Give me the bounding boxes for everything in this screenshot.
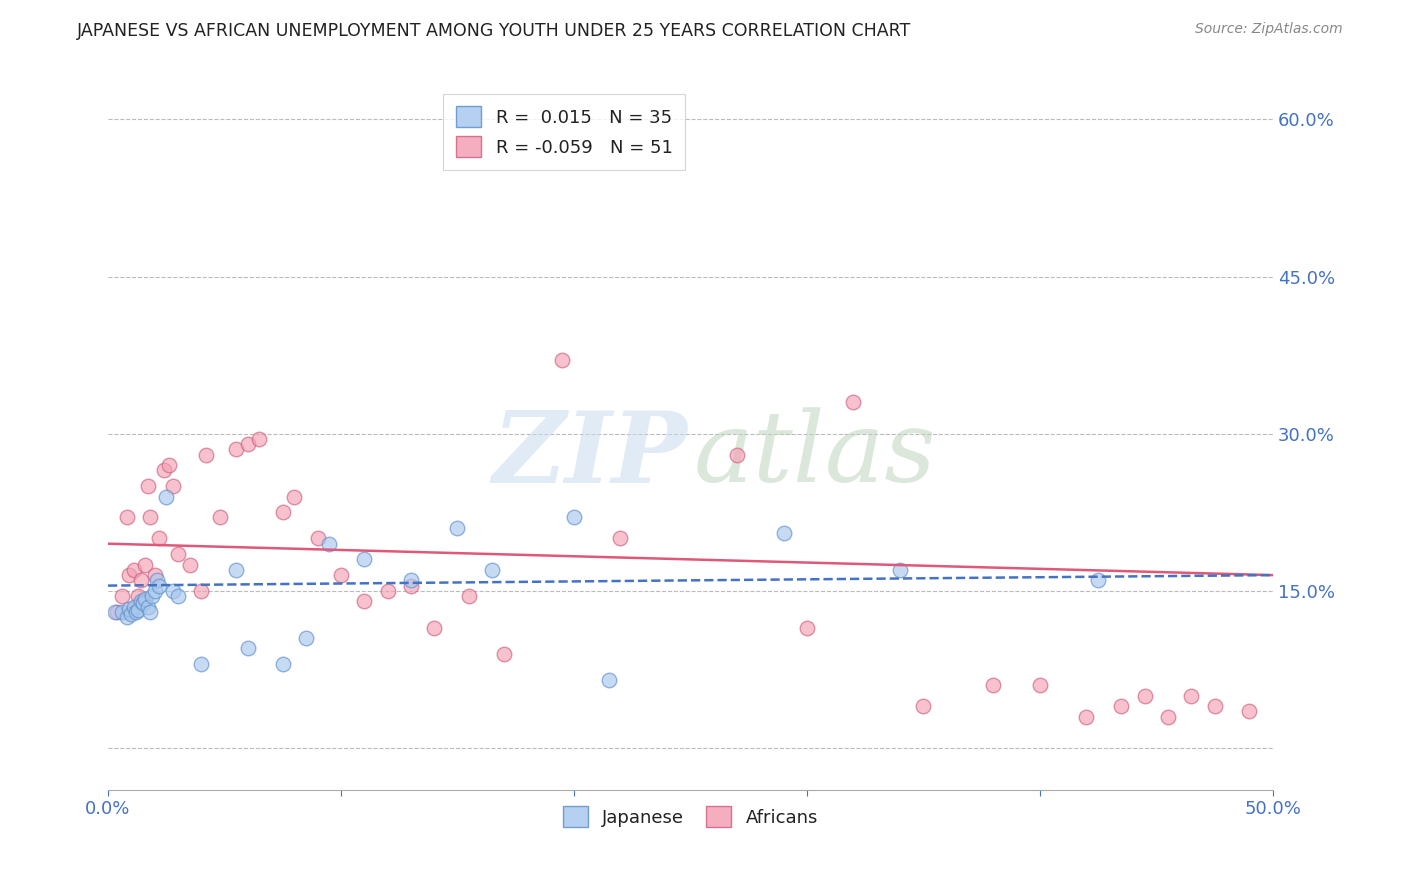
Point [122,599,145,614]
Point [148,579,170,593]
Point [236,641,259,656]
Point [167,589,190,603]
Point [377,583,399,598]
Point [353,552,375,566]
Point [162,479,184,493]
Point [458,589,481,603]
Point [283,490,305,504]
Point [318,537,340,551]
Point [399,579,422,593]
Point [120,605,142,619]
Point [143,568,166,582]
Point [481,563,503,577]
Point [271,657,294,672]
Point [551,353,574,368]
Point [796,620,818,634]
Text: ZIP: ZIP [492,407,688,503]
Point [115,510,138,524]
Point [122,563,145,577]
Point [134,592,156,607]
Point [1239,704,1261,718]
Point [136,599,159,614]
Point [190,657,212,672]
Point [236,437,259,451]
Point [120,607,142,621]
Point [134,558,156,572]
Point [492,647,515,661]
Text: Source: ZipAtlas.com: Source: ZipAtlas.com [1195,22,1343,37]
Point [598,673,620,687]
Point [162,583,184,598]
Point [153,463,176,477]
Point [1157,709,1180,723]
Point [127,603,149,617]
Point [104,605,127,619]
Point [208,510,231,524]
Point [111,589,134,603]
Point [125,599,148,614]
Point [981,678,1004,692]
Point [249,432,271,446]
Point [143,583,166,598]
Point [129,574,152,588]
Point [725,448,748,462]
Point [118,601,141,615]
Point [1029,678,1052,692]
Point [1087,574,1109,588]
Point [141,589,163,603]
Point [772,526,794,541]
Point [132,596,155,610]
Point [190,583,212,598]
Point [111,605,134,619]
Point [1111,699,1133,714]
Point [329,568,352,582]
Point [295,631,318,645]
Point [562,510,585,524]
Point [139,605,162,619]
Point [225,563,247,577]
Point [167,547,190,561]
Point [129,594,152,608]
Point [115,610,138,624]
Point [1076,709,1098,723]
Point [139,510,162,524]
Point [132,594,155,608]
Point [105,605,128,619]
Point [225,442,247,457]
Point [146,574,169,588]
Point [136,479,159,493]
Point [1133,689,1156,703]
Point [194,448,217,462]
Point [423,620,446,634]
Point [148,532,170,546]
Point [157,458,180,472]
Text: atlas: atlas [695,408,936,503]
Point [127,589,149,603]
Legend: Japanese, Africans: Japanese, Africans [555,799,825,834]
Point [609,532,631,546]
Point [179,558,201,572]
Point [353,594,375,608]
Point [446,521,468,535]
Point [125,605,148,619]
Point [399,574,422,588]
Point [155,490,177,504]
Point [842,395,865,409]
Text: JAPANESE VS AFRICAN UNEMPLOYMENT AMONG YOUTH UNDER 25 YEARS CORRELATION CHART: JAPANESE VS AFRICAN UNEMPLOYMENT AMONG Y… [77,22,911,40]
Point [1204,699,1226,714]
Point [118,568,141,582]
Point [1180,689,1202,703]
Point [889,563,911,577]
Point [271,505,294,519]
Point [912,699,935,714]
Point [307,532,329,546]
